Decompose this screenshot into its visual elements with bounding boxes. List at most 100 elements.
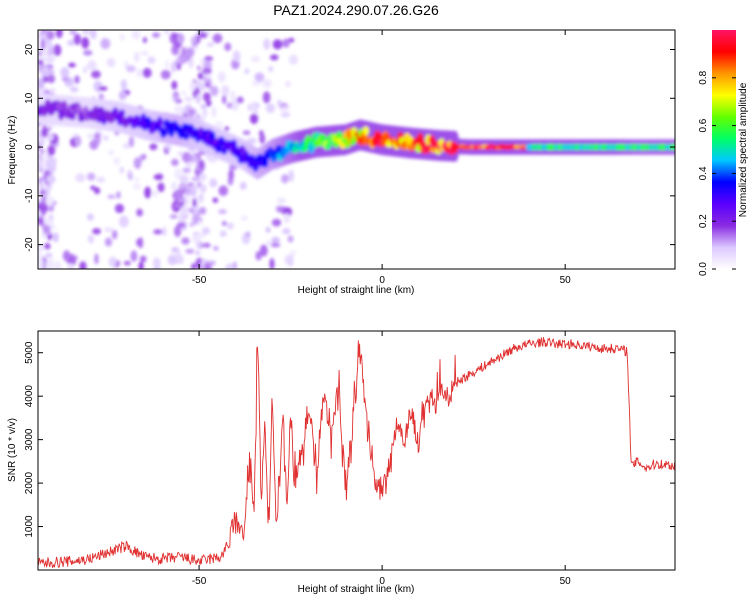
heatmap-cell [226,222,234,230]
heatmap-cell [185,161,193,168]
heatmap-cell [134,51,140,63]
heatmap-cell [156,116,164,128]
heatmap-cell [224,42,232,52]
heatmap-cell [47,145,56,156]
snr-series [38,337,675,568]
heatmap-cell [152,257,161,268]
heatmap-cell [217,71,226,83]
heatmap-cell [188,56,194,69]
heatmap-cell [136,208,143,217]
heatmap-cell [86,213,94,221]
heatmap-cell [288,37,295,43]
spectrogram-y-ticks: -20 -10 0 10 20 [24,44,675,252]
heatmap-cell [188,185,197,197]
y-tick-label: -10 [24,188,35,203]
heatmap-cell [221,85,230,97]
heatmap-cell [269,54,279,61]
heatmap-cell [142,67,152,78]
heatmap-cell [198,32,208,39]
heatmap-cell [181,90,187,96]
heatmap-cell [49,87,57,94]
heatmap-cell [157,182,165,193]
heatmap-cell [82,30,92,35]
heatmap-cell [40,151,49,163]
heatmap-cell [56,100,63,112]
heatmap-cell [176,222,186,228]
x-tick-label: -50 [192,576,207,587]
heatmap-cell [133,157,142,169]
heatmap-cell [82,66,88,74]
heatmap-cell [205,73,211,80]
heatmap-cell [93,80,103,93]
heatmap-cell [255,250,262,261]
heatmap-cell [270,243,281,248]
heatmap-cell [60,67,70,78]
heatmap-cell [98,93,105,100]
heatmap-cell [285,80,291,88]
heatmap-cell [67,263,74,269]
heatmap-cell [69,30,77,35]
heatmap-cell [218,185,229,197]
heatmap-cell [282,38,290,48]
heatmap-cell [231,99,239,111]
heatmap-cell [113,156,121,165]
heatmap-cell [185,186,191,196]
heatmap-cell [265,103,276,114]
heatmap-cell [38,216,44,226]
heatmap-cell [268,65,274,73]
heatmap-cell [79,261,87,269]
heatmap-cell [73,33,82,46]
heatmap-cell [198,172,207,182]
heatmap-cell [202,107,208,118]
heatmap-cell [61,76,70,82]
snr-y-ticks: 1000 2000 3000 4000 5000 [24,341,675,538]
heatmap-cell [68,62,76,68]
heatmap-cell [167,254,177,266]
heatmap-cell [55,30,63,39]
y-tick-label: 4000 [24,385,35,408]
heatmap-cell [198,206,207,215]
heatmap-cell [197,220,203,226]
colorbar-tick-label: 0.8 [698,70,709,84]
colorbar-tick-label: 0.6 [698,118,709,132]
x-tick-label: 0 [379,576,385,587]
heatmap-cell [89,139,99,150]
heatmap-cell [61,100,68,112]
heatmap-cell [207,42,214,47]
heatmap-cell [142,36,148,44]
heatmap-cell [47,41,53,49]
heatmap-cell [38,77,45,89]
heatmap-cell [92,228,102,235]
heatmap-cell [254,72,265,82]
heatmap-cell [204,56,214,62]
heatmap-cell [43,243,51,250]
heatmap-cell [204,82,210,87]
heatmap-cell [175,57,181,66]
heatmap-cell [239,181,247,190]
heatmap-cell [178,182,188,191]
heatmap-cell [263,38,271,50]
heatmap-cell [107,194,116,200]
heatmap-cell [271,236,280,244]
heatmap-cell [184,96,194,102]
heatmap-cell [201,227,211,235]
heatmap-cell [125,65,136,73]
heatmap-cell [195,93,202,104]
heatmap-cell [100,38,111,50]
chart-title: PAZ1.2024.290.07.26.G26 [273,2,439,18]
colorbar-tick-label: 0.0 [698,262,709,276]
heatmap-cell [90,185,96,191]
colorbar-tick-label: 0.2 [698,214,709,228]
heatmap-cell [189,222,194,227]
heatmap-cell [75,173,86,183]
y-tick-label: 10 [24,92,35,104]
y-tick-label: -20 [24,237,35,252]
heatmap-cell [362,126,370,136]
heatmap-cell [202,92,211,102]
heatmap-cell [283,213,291,224]
heatmap-cell [191,176,201,182]
snr-x-ticks: -50 0 50 [192,331,571,587]
heatmap-cell [94,187,101,195]
heatmap-cell [128,136,135,148]
